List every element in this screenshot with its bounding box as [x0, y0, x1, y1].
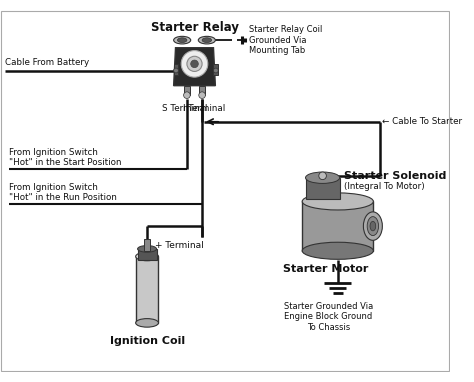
Text: Starter Motor: Starter Motor	[283, 264, 368, 274]
Text: Starter Relay Coil
Grounded Via
Mounting Tab: Starter Relay Coil Grounded Via Mounting…	[248, 25, 322, 55]
Bar	[137, 249, 156, 260]
Circle shape	[183, 92, 190, 99]
Bar	[144, 240, 150, 251]
Bar	[213, 64, 218, 75]
Ellipse shape	[364, 212, 383, 240]
Ellipse shape	[177, 38, 187, 42]
Bar	[173, 64, 178, 75]
Text: From Ignition Switch
"Hot" in the Start Position: From Ignition Switch "Hot" in the Start …	[9, 148, 122, 167]
Ellipse shape	[136, 252, 158, 261]
Circle shape	[181, 50, 208, 77]
Polygon shape	[173, 48, 215, 86]
Text: Starter Relay: Starter Relay	[151, 21, 238, 34]
Text: Starter Solenoid: Starter Solenoid	[345, 171, 447, 181]
Text: From Ignition Switch
"Hot" in the Run Position: From Ignition Switch "Hot" in the Run Po…	[9, 183, 118, 202]
Text: Ignition Coil: Ignition Coil	[109, 336, 185, 346]
Bar	[184, 86, 190, 95]
Text: + Terminal: + Terminal	[155, 241, 203, 249]
Ellipse shape	[302, 193, 374, 210]
Text: S Terminal: S Terminal	[162, 104, 208, 113]
Circle shape	[191, 60, 198, 68]
Circle shape	[173, 68, 178, 73]
Circle shape	[187, 56, 202, 71]
Circle shape	[199, 92, 205, 99]
Ellipse shape	[173, 36, 191, 44]
Circle shape	[213, 68, 218, 73]
Ellipse shape	[370, 221, 376, 231]
Text: ← Cable To Starter: ← Cable To Starter	[383, 117, 463, 126]
Text: (Integral To Motor): (Integral To Motor)	[345, 182, 425, 191]
Circle shape	[319, 172, 327, 180]
Text: Cable From Battery: Cable From Battery	[5, 58, 89, 67]
Text: Starter Grounded Via
Engine Block Ground
To Chassis: Starter Grounded Via Engine Block Ground…	[283, 302, 373, 332]
Ellipse shape	[198, 36, 215, 44]
Ellipse shape	[306, 172, 340, 183]
Ellipse shape	[202, 38, 211, 42]
Ellipse shape	[137, 246, 156, 252]
Bar	[306, 178, 340, 199]
Bar	[302, 201, 373, 251]
Text: I Terminal: I Terminal	[183, 104, 225, 113]
Ellipse shape	[136, 319, 158, 327]
Ellipse shape	[302, 242, 374, 259]
Bar	[199, 86, 205, 95]
Bar	[136, 256, 158, 323]
Ellipse shape	[367, 217, 379, 236]
